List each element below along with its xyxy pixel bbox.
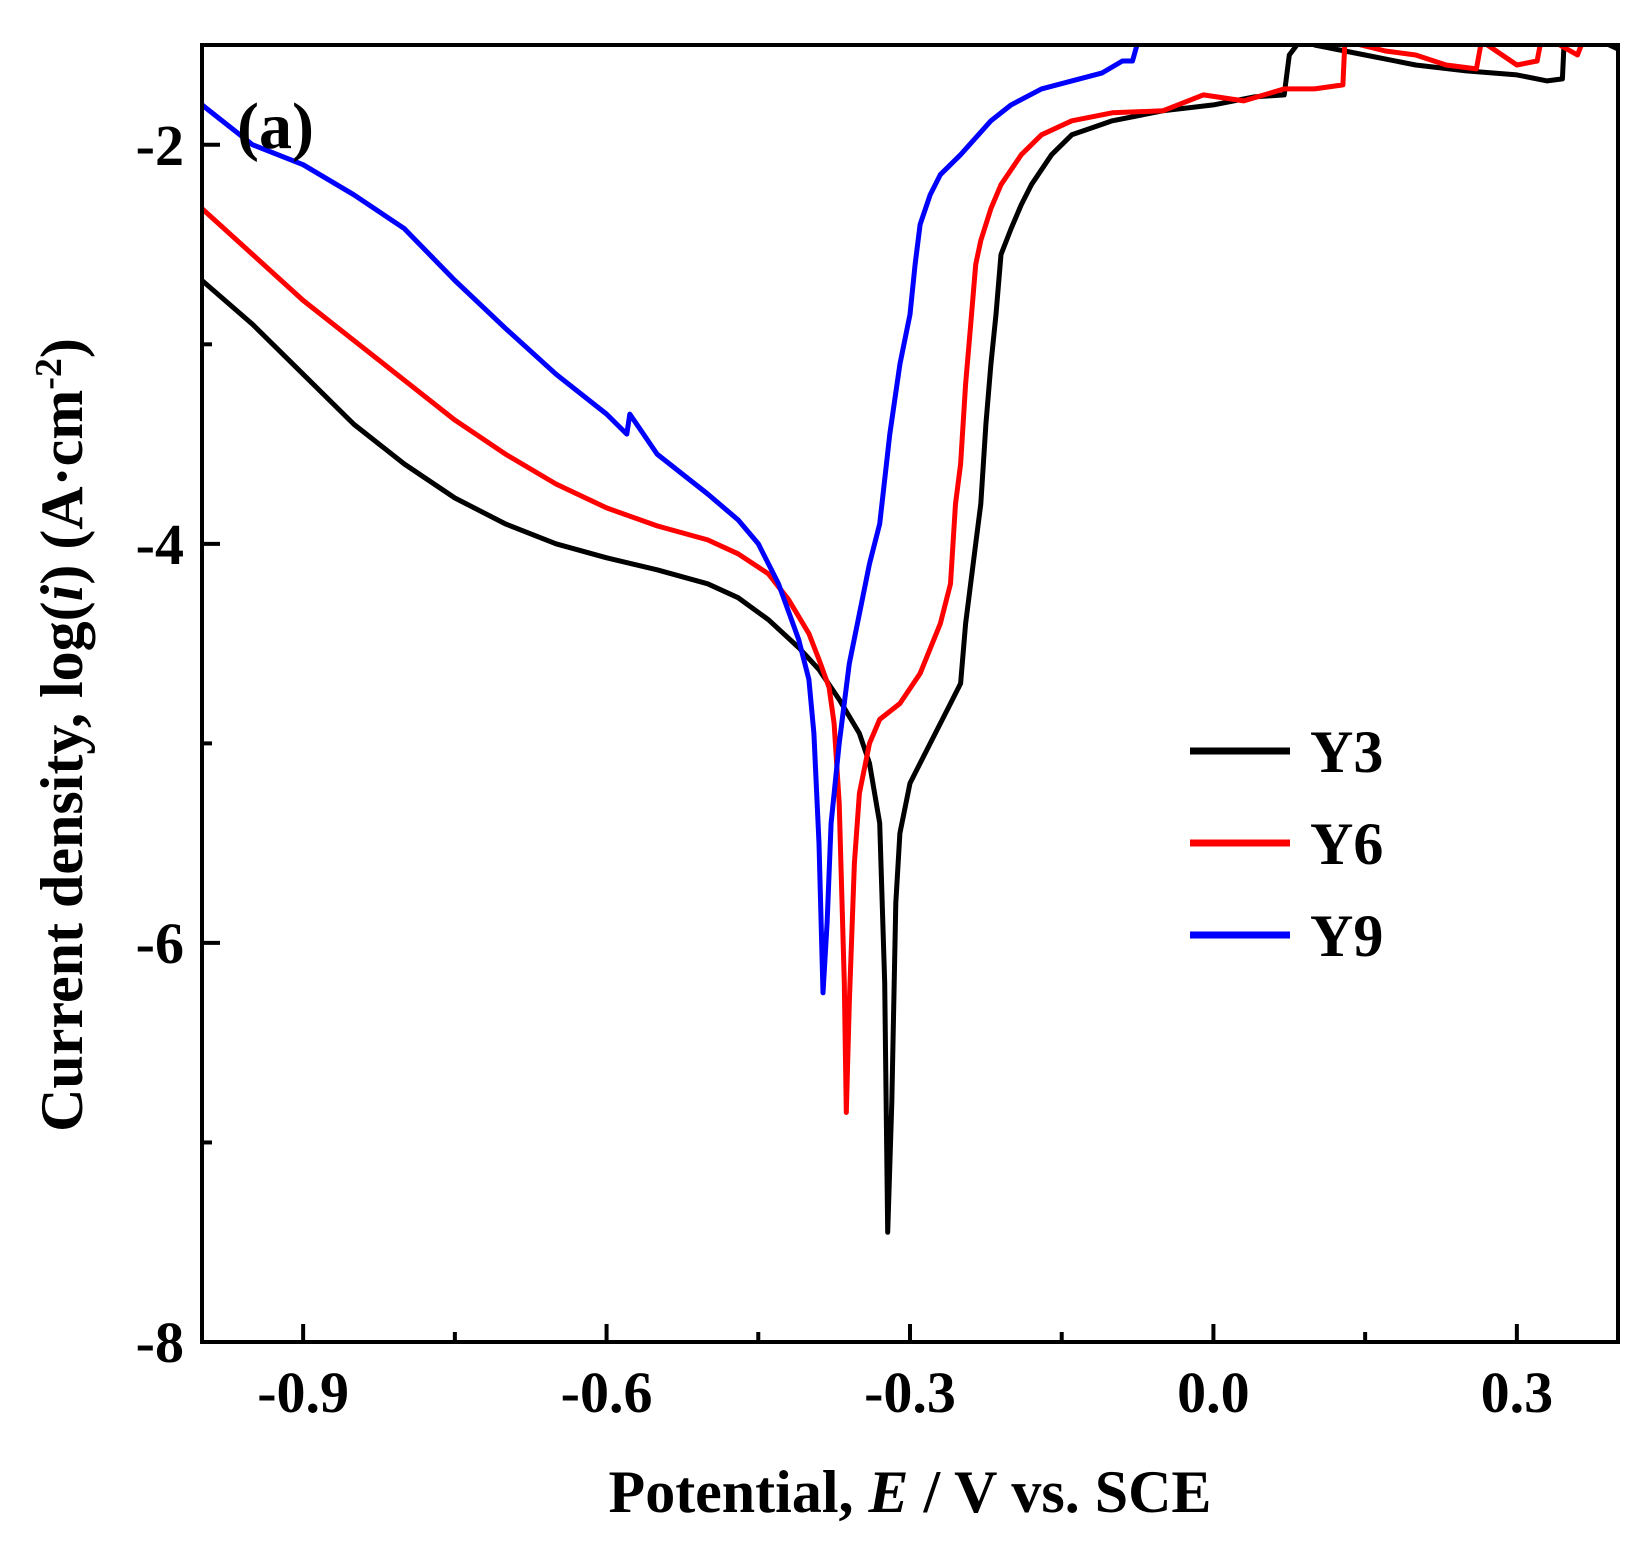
legend-label-y3: Y3 (1310, 719, 1383, 785)
series-layer (202, 45, 1618, 1235)
y-tick-label: -8 (136, 1310, 184, 1375)
y-axis-title: Current density, log(i) (A·cm-2) (28, 338, 95, 1132)
x-tick-label: 0.3 (1481, 1360, 1554, 1425)
legend: Y3 Y6 Y9 (1190, 719, 1383, 969)
x-tick-label: -0.3 (864, 1360, 956, 1425)
y-axis-title-superscript: -2 (28, 358, 70, 390)
y-axis-title-middle: ) (A·cm (29, 390, 95, 585)
legend-label-y9: Y9 (1310, 903, 1383, 969)
y-axis-title-suffix: ) (29, 338, 95, 358)
panel-label: (a) (237, 90, 314, 163)
x-axis-title: Potential, E / V vs. SCE (609, 1459, 1212, 1525)
x-tick-label: -0.6 (561, 1360, 653, 1425)
ticks-layer: -0.9 -0.6 -0.3 0.0 0.3 -8 -6 -4 -2 (136, 113, 1553, 1425)
y-axis-title-variable: i (29, 584, 95, 601)
x-tick-label: 0.0 (1177, 1360, 1250, 1425)
legend-label-y6: Y6 (1310, 811, 1383, 877)
y-tick-label: -4 (136, 512, 184, 577)
y-tick-label: -2 (136, 113, 184, 178)
x-axis-title-variable: E (868, 1459, 909, 1525)
series-line-y9 (202, 45, 1140, 996)
x-axis-title-prefix: Potential, (609, 1459, 869, 1525)
y-tick-label: -6 (136, 911, 184, 976)
y-axis-title-prefix: Current density, log( (29, 601, 95, 1132)
series-line-y6 (202, 45, 1584, 1115)
x-axis-title-suffix: / V vs. SCE (909, 1459, 1212, 1525)
x-tick-label: -0.9 (257, 1360, 349, 1425)
series-line-y3 (202, 45, 1618, 1235)
